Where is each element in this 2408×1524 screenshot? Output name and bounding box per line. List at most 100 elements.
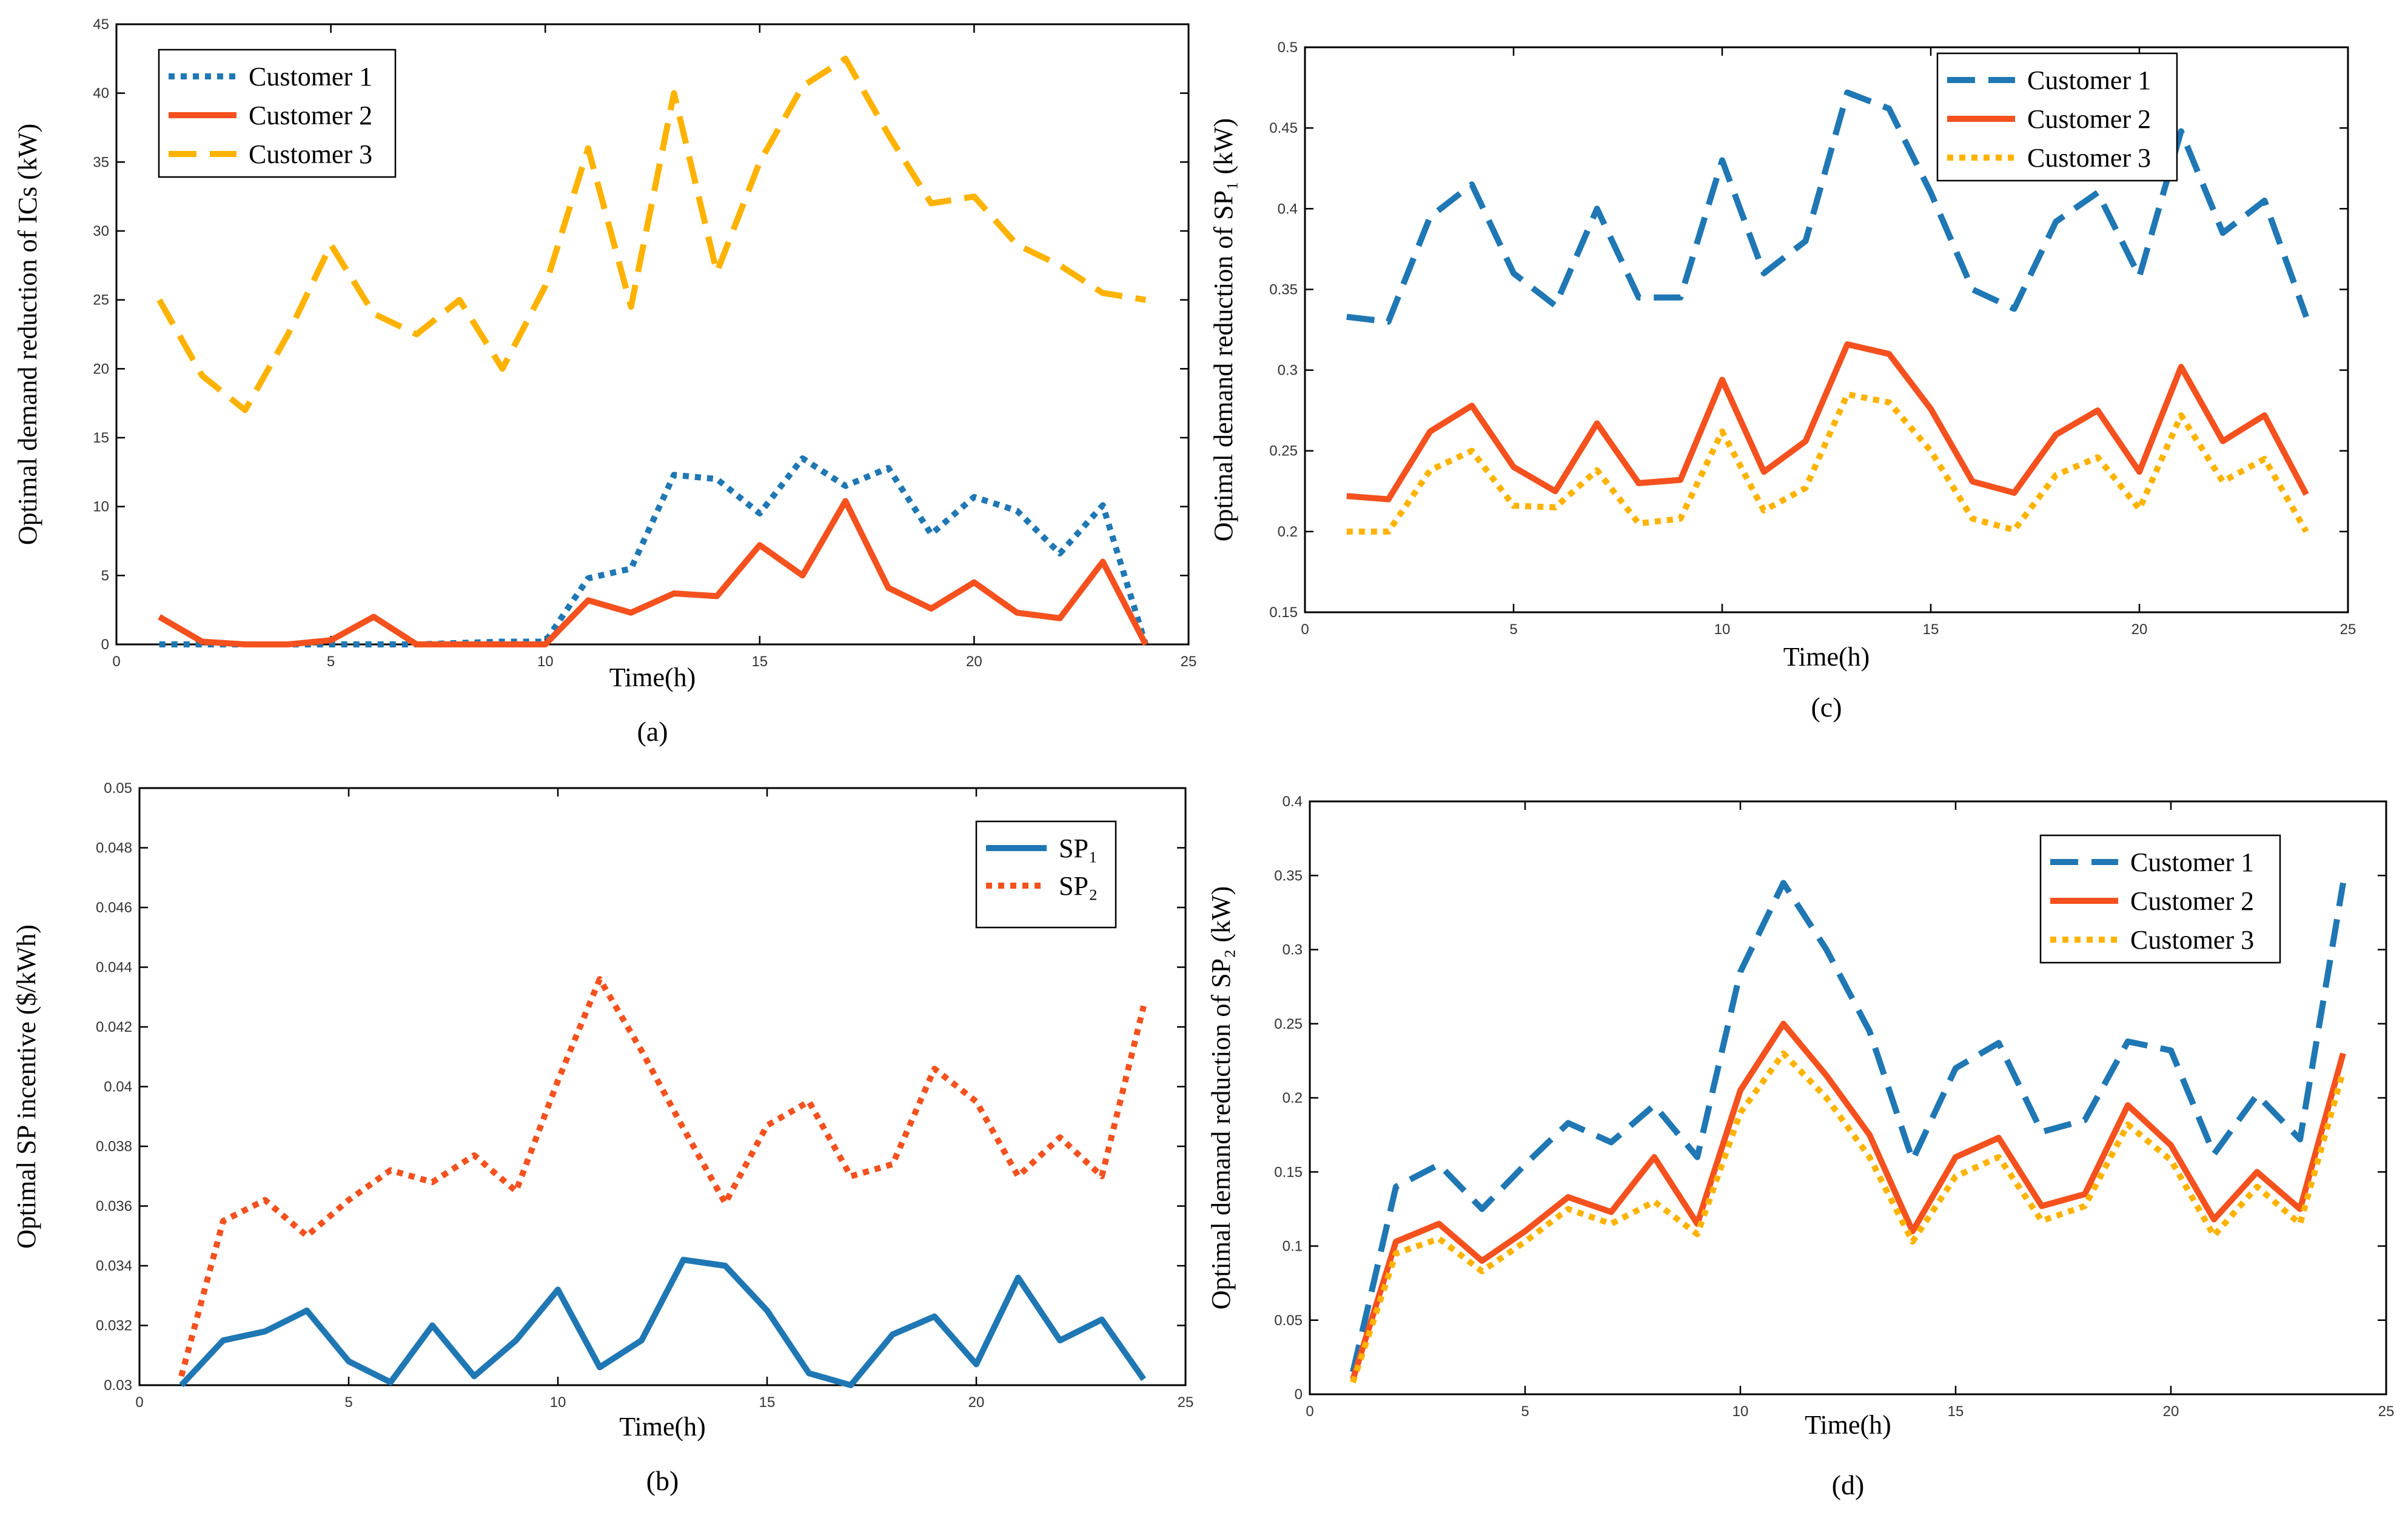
data-point xyxy=(1738,969,1743,974)
data-point xyxy=(430,1180,435,1185)
panel-caption: (c) xyxy=(1811,692,1842,723)
series-line-1 xyxy=(179,1257,1147,1388)
data-point xyxy=(555,1287,560,1292)
data-point xyxy=(2039,1204,2044,1209)
data-point xyxy=(681,1257,686,1262)
data-point xyxy=(1141,1377,1146,1382)
series-line-2 xyxy=(178,976,1147,1377)
data-point xyxy=(2125,1039,2130,1044)
x-tick-label: 20 xyxy=(968,1394,985,1411)
data-point xyxy=(2221,479,2225,484)
y-tick-label: 0.05 xyxy=(1274,1312,1303,1329)
data-point xyxy=(586,598,591,603)
data-point xyxy=(1678,295,1683,300)
data-point xyxy=(346,1198,351,1203)
y-tick-label: 10 xyxy=(93,499,109,515)
legend: Customer 1 Customer 2 Customer 3 xyxy=(2039,834,2281,964)
data-point xyxy=(1720,158,1725,162)
y-tick-label: 0.3 xyxy=(1278,363,1298,379)
data-point xyxy=(1015,242,1019,247)
data-point xyxy=(843,484,848,489)
data-point xyxy=(2168,1158,2173,1163)
data-point xyxy=(1101,503,1105,507)
data-point xyxy=(286,642,290,647)
data-point xyxy=(2168,1143,2173,1148)
data-point xyxy=(1016,1275,1021,1280)
x-tick-label: 20 xyxy=(2163,1403,2179,1420)
x-tick-label: 10 xyxy=(1714,621,1731,638)
data-point xyxy=(179,1383,184,1388)
data-point xyxy=(1469,449,1474,453)
legend-entry: Customer 1 xyxy=(249,62,372,92)
chart-c: 0 5 10 15 20 25 0.15 0.2 0.25 0.3 0.35 0.4 0.45 0.5 Ti… xyxy=(1209,39,2356,723)
panel-caption: (a) xyxy=(637,716,668,747)
data-point xyxy=(807,1099,811,1104)
data-point xyxy=(2053,432,2058,437)
data-point xyxy=(2212,1217,2216,1222)
y-tick-label: 0.034 xyxy=(96,1258,132,1274)
y-tick-label: 0.2 xyxy=(1278,524,1298,540)
data-point xyxy=(1678,516,1683,521)
x-tick-label: 20 xyxy=(2131,621,2148,638)
x-tick-label: 0 xyxy=(1301,621,1309,638)
data-point xyxy=(757,511,762,516)
x-axis-label: Time(h) xyxy=(609,663,696,692)
data-point xyxy=(971,580,976,585)
data-point xyxy=(2255,1169,2259,1174)
x-tick-label: 20 xyxy=(966,653,982,670)
data-point xyxy=(1058,616,1062,621)
data-point xyxy=(1553,303,1558,308)
y-tick-label: 0.038 xyxy=(96,1138,132,1155)
data-point xyxy=(304,1308,309,1313)
data-point xyxy=(2053,473,2058,478)
data-point xyxy=(1996,1041,2001,1046)
legend-entry: Customer 2 xyxy=(249,101,372,130)
data-point xyxy=(929,606,934,611)
y-axis-label: Optimal SP incentive ($/kWh) xyxy=(12,924,41,1249)
data-point xyxy=(1636,295,1641,300)
data-point xyxy=(1652,1155,1657,1160)
data-point xyxy=(1058,263,1062,268)
data-point xyxy=(723,1263,728,1268)
data-point xyxy=(932,1066,937,1071)
data-point xyxy=(457,298,462,302)
data-point xyxy=(1393,1185,1398,1189)
x-tick-label: 25 xyxy=(2378,1403,2395,1420)
data-point xyxy=(800,573,805,578)
data-point xyxy=(1845,342,1850,347)
data-point xyxy=(1845,90,1850,95)
data-point xyxy=(263,1198,267,1203)
chart-b: 0 5 10 15 20 25 0.03 0.032 0.034 0.036 0.038 0.04 0.… xyxy=(12,780,1193,1496)
data-point xyxy=(500,642,505,647)
series-line-1 xyxy=(1350,880,2346,1373)
x-axis-label: Time(h) xyxy=(1783,642,1870,672)
y-axis-label: Optimal demand reduction of ICs (kW) xyxy=(13,124,42,545)
data-point xyxy=(2137,507,2142,512)
legend-entry: SP₁ xyxy=(1059,834,1098,863)
data-point xyxy=(1970,479,1975,484)
data-point xyxy=(157,298,162,302)
data-point xyxy=(1015,509,1019,513)
data-point xyxy=(2039,1129,2044,1134)
series-line-3 xyxy=(1350,1050,2346,1383)
data-point xyxy=(1344,493,1349,498)
data-point xyxy=(2255,1185,2259,1189)
data-point xyxy=(1953,1174,1958,1179)
data-point xyxy=(286,332,290,337)
data-point xyxy=(1437,1236,1441,1241)
data-point xyxy=(2179,129,2184,134)
data-point xyxy=(1058,551,1062,556)
data-point xyxy=(1344,529,1349,534)
legend-entry: Customer 3 xyxy=(2027,143,2151,173)
data-point xyxy=(848,1174,853,1178)
y-tick-label: 0 xyxy=(1295,1386,1303,1403)
data-point xyxy=(1553,505,1558,510)
data-point xyxy=(629,566,634,571)
data-point xyxy=(886,466,891,470)
data-point xyxy=(597,1365,602,1369)
data-point xyxy=(263,1329,267,1334)
y-tick-label: 0.044 xyxy=(96,960,132,976)
x-tick-label: 25 xyxy=(2340,621,2356,638)
data-point xyxy=(1058,1135,1062,1140)
x-tick-label: 0 xyxy=(1306,1403,1313,1420)
